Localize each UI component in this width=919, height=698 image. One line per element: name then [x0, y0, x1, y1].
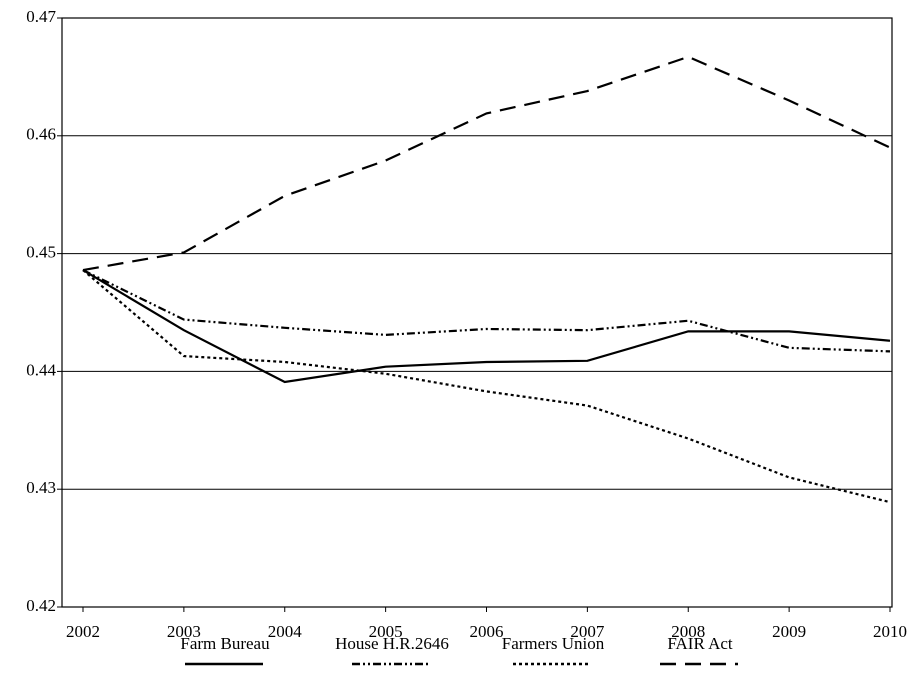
plot-frame — [61, 17, 893, 608]
legend-label: Farm Bureau — [180, 634, 270, 653]
series-line — [82, 269, 891, 384]
y-tick-label: 0.47 — [26, 7, 56, 26]
y-tick-label: 0.42 — [26, 596, 56, 615]
x-tick-label: 2010 — [873, 622, 907, 641]
x-tick-label: 2006 — [470, 622, 504, 641]
series-line — [82, 55, 891, 272]
x-tick-label: 2003 — [167, 622, 201, 641]
y-tick-label: 0.46 — [26, 125, 56, 144]
x-tick-label: 2008 — [671, 622, 705, 641]
y-tick-label: 0.44 — [26, 360, 56, 379]
series-line — [82, 269, 891, 504]
series-line — [82, 269, 891, 353]
x-tick-label: 2002 — [66, 622, 100, 641]
x-tick-label: 2009 — [772, 622, 806, 641]
x-tick-label: 2007 — [570, 622, 605, 641]
x-tick-label: 2005 — [369, 622, 403, 641]
legend-label: FAIR Act — [667, 634, 733, 653]
x-tick-label: 2004 — [268, 622, 303, 641]
legend-label: House H.R.2646 — [335, 634, 449, 653]
y-tick-label: 0.43 — [26, 478, 56, 497]
y-tick-label: 0.45 — [26, 243, 56, 262]
legend-label: Farmers Union — [502, 634, 605, 653]
